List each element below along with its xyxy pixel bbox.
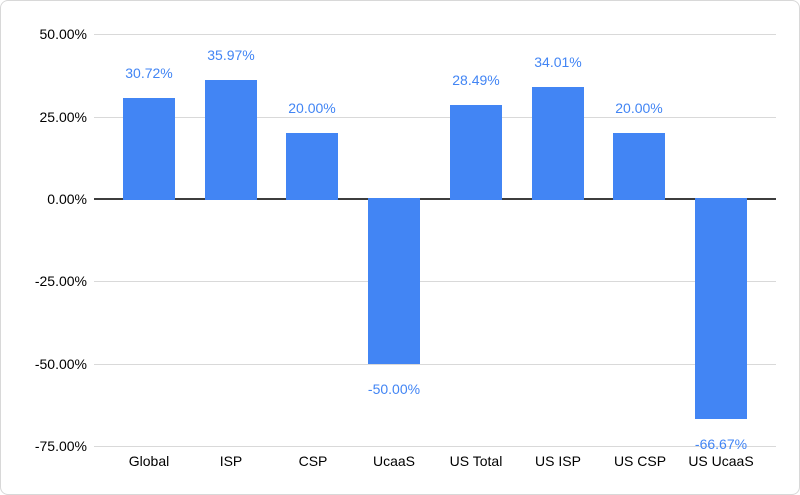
bar-value-label: 28.49%	[452, 72, 500, 88]
bar	[368, 198, 420, 364]
bar-value-label: 30.72%	[125, 65, 173, 81]
x-axis-category-label: Global	[128, 453, 170, 469]
bar	[450, 105, 502, 200]
x-axis-category-label: US Total	[449, 453, 503, 469]
x-axis-category-label: ISP	[219, 453, 243, 469]
y-axis-tick-label: -50.00%	[34, 356, 87, 372]
y-axis-tick-label: 50.00%	[39, 26, 87, 42]
gridline	[94, 364, 776, 365]
bar	[286, 133, 338, 200]
x-axis-category-label: US UcaaS	[688, 453, 754, 469]
zero-axis-line	[94, 198, 776, 200]
y-axis-tick-label: -75.00%	[34, 438, 87, 454]
bar	[695, 198, 747, 419]
y-axis-tick-label: -25.00%	[34, 273, 87, 289]
y-axis-tick-label: 0.00%	[47, 191, 87, 207]
x-axis-category-label: US ISP	[535, 453, 581, 469]
x-axis-category-label: US CSP	[613, 453, 667, 469]
gridline	[94, 281, 776, 282]
bar-value-label: 20.00%	[615, 100, 663, 116]
bar-value-label: -50.00%	[367, 381, 421, 397]
bar	[613, 133, 665, 200]
bar	[205, 80, 257, 200]
gridline	[94, 446, 776, 447]
bar	[532, 87, 584, 200]
y-axis-tick-label: 25.00%	[39, 109, 87, 125]
x-axis-category-label: UcaaS	[372, 453, 416, 469]
bar-value-label: 20.00%	[288, 100, 336, 116]
gridline	[94, 34, 776, 35]
x-axis-category-label: CSP	[298, 453, 328, 469]
bar-value-label: -66.67%	[694, 436, 748, 452]
bar-value-label: 34.01%	[534, 54, 582, 70]
gridline	[94, 117, 776, 118]
bar-value-label: 35.97%	[207, 47, 255, 63]
bar	[123, 98, 175, 200]
